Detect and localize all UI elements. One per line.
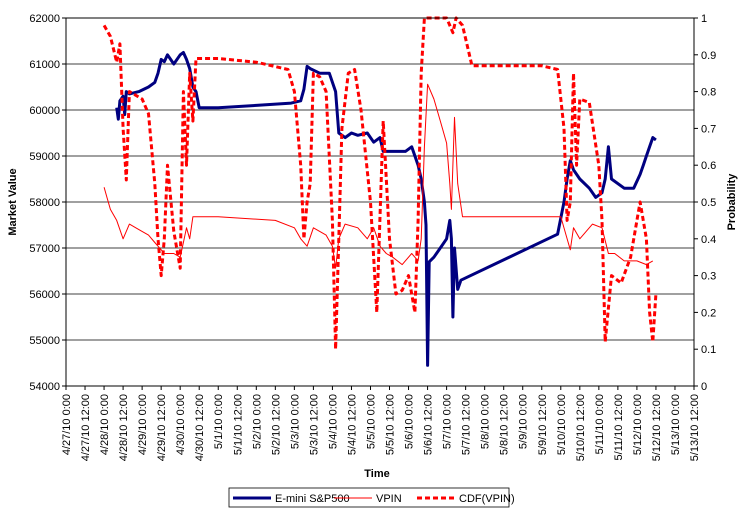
y-axis-left-title: Market Value — [7, 168, 19, 235]
y-left-tick-label: 59000 — [29, 151, 60, 163]
x-tick-label: 5/9/10 0:00 — [518, 394, 530, 449]
y-right-tick-label: 0.7 — [701, 123, 716, 135]
y-left-tick-label: 62000 — [29, 13, 60, 25]
x-tick-label: 4/28/10 0:00 — [99, 394, 111, 455]
y-right-tick-label: 0.5 — [701, 197, 716, 209]
legend-label-2: CDF(VPIN) — [459, 493, 515, 505]
x-tick-label: 4/29/10 0:00 — [137, 394, 149, 455]
x-tick-label: 5/5/10 0:00 — [365, 394, 377, 449]
legend-label-0: E-mini S&P500 — [275, 493, 350, 505]
legend: E-mini S&P500 VPIN CDF(VPIN) — [228, 487, 515, 508]
series-layer — [102, 16, 658, 367]
y-right-tick-label: 0 — [701, 381, 707, 393]
series-line-2 — [102, 16, 658, 351]
x-tick-label: 5/8/10 12:00 — [499, 394, 511, 455]
x-tick-label: 5/2/10 0:00 — [251, 394, 263, 449]
x-tick-label: 5/3/10 0:00 — [289, 394, 301, 449]
x-tick-label: 5/13/10 12:00 — [689, 394, 701, 461]
x-tick-label: 5/4/10 0:00 — [327, 394, 339, 449]
x-tick-label: 4/27/10 0:00 — [61, 394, 73, 455]
y-left-tick-label: 60000 — [29, 105, 60, 117]
x-tick-label: 5/10/10 0:00 — [556, 394, 568, 455]
x-tick-label: 5/8/10 0:00 — [480, 394, 492, 449]
y-left-tick-label: 58000 — [29, 197, 60, 209]
x-axis-title: Time — [364, 468, 389, 480]
x-tick-label: 4/27/10 12:00 — [80, 394, 92, 461]
x-tick-label: 4/30/10 12:00 — [194, 394, 206, 461]
x-tick-label: 5/3/10 12:00 — [308, 394, 320, 455]
y-left-tick-label: 56000 — [29, 289, 60, 301]
axes-layer: 54000 55000 56000 57000 58000 59000 60000 61000… — [29, 13, 716, 461]
x-tick-label: 4/30/10 0:00 — [175, 394, 187, 455]
y-right-tick-label: 0.9 — [701, 50, 716, 62]
x-tick-label: 5/12/10 12:00 — [651, 394, 663, 461]
x-tick-label: 5/10/10 12:00 — [575, 394, 587, 461]
series-line-0 — [115, 51, 657, 367]
x-tick-label: 5/9/10 12:00 — [537, 394, 549, 455]
y-left-tick-label: 57000 — [29, 243, 60, 255]
x-tick-label: 4/29/10 12:00 — [156, 394, 168, 461]
y-right-tick-label: 0.3 — [701, 271, 716, 283]
y-right-tick-label: 0.1 — [701, 344, 716, 356]
x-tick-label: 5/5/10 12:00 — [385, 394, 397, 455]
y-right-tick-label: 1 — [701, 13, 707, 25]
y-left-tick-label: 55000 — [29, 335, 60, 347]
x-tick-label: 5/1/10 12:00 — [232, 394, 244, 455]
x-tick-label: 5/7/10 12:00 — [461, 394, 473, 455]
x-tick-label: 5/13/10 0:00 — [670, 394, 682, 455]
x-tick-label: 5/6/10 0:00 — [404, 394, 416, 449]
x-tick-label: 5/4/10 12:00 — [346, 394, 358, 455]
y-right-tick-label: 0.8 — [701, 87, 716, 99]
x-tick-label: 5/6/10 12:00 — [423, 394, 435, 455]
x-tick-label: 5/7/10 0:00 — [442, 394, 454, 449]
x-tick-label: 5/11/10 0:00 — [594, 394, 606, 454]
legend-label-1: VPIN — [376, 493, 402, 505]
y-right-tick-label: 0.4 — [701, 234, 716, 246]
x-tick-label: 5/11/10 12:00 — [613, 394, 625, 460]
x-tick-label: 4/28/10 12:00 — [118, 394, 130, 461]
x-tick-label: 5/1/10 0:00 — [213, 394, 225, 449]
plot-frame — [65, 17, 695, 387]
y-right-tick-label: 0.2 — [701, 307, 716, 319]
y-right-tick-label: 0.6 — [701, 160, 716, 172]
y-left-tick-label: 61000 — [29, 59, 60, 71]
x-tick-label: 5/2/10 12:00 — [270, 394, 282, 455]
y-axis-right-title: Probability — [726, 173, 738, 231]
y-left-tick-label: 54000 — [29, 381, 60, 393]
x-tick-label: 5/12/10 0:00 — [632, 394, 644, 455]
